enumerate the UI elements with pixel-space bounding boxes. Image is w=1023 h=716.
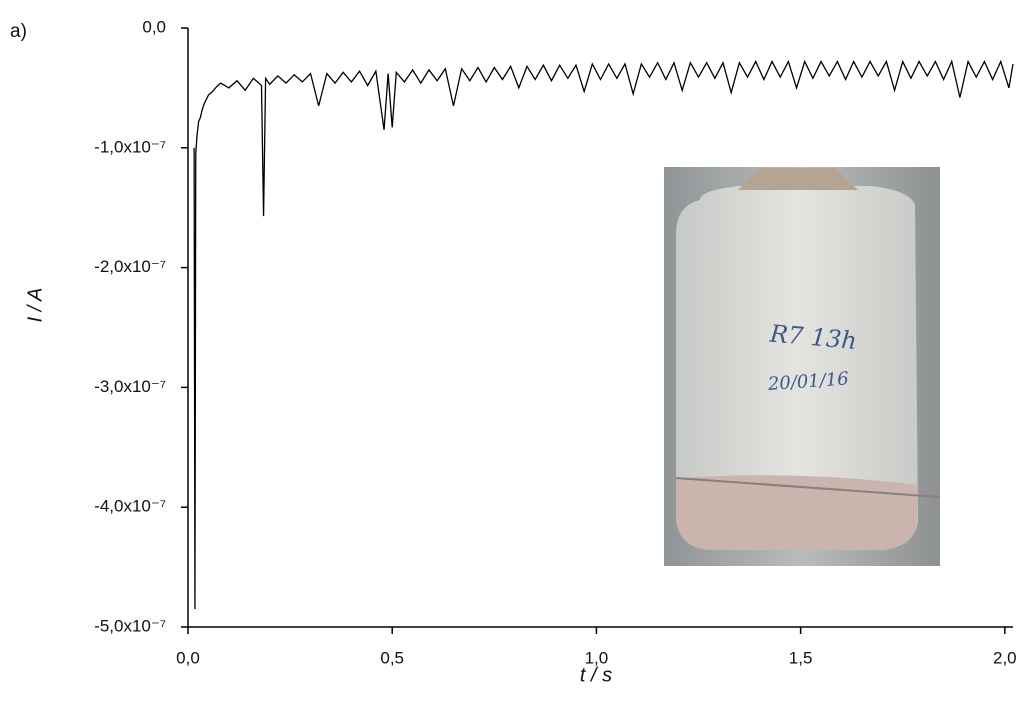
y-tick-label: 0,0: [142, 17, 166, 36]
x-tick-label: 2,0: [993, 648, 1017, 667]
y-tick-label: -3,0x10⁻⁷: [94, 377, 166, 396]
y-tick-label: -5,0x10⁻⁷: [94, 616, 166, 635]
inset-photo: R7 13h 20/01/16: [664, 167, 941, 566]
y-tick-label: -4,0x10⁻⁷: [94, 497, 166, 516]
x-tick-label: 0,0: [176, 648, 200, 667]
x-tick-label: 1,5: [789, 648, 813, 667]
x-tick-label: 0,5: [380, 648, 404, 667]
data-line: [193, 59, 1014, 610]
x-axis-label: t / s: [580, 664, 612, 686]
panel-label: a): [10, 21, 27, 42]
x-tick-label: 1,0: [585, 648, 609, 667]
y-tick-label: -2,0x10⁻⁷: [94, 257, 166, 276]
y-tick-label: -1,0x10⁻⁷: [94, 137, 166, 156]
y-axis-label: I / A: [24, 288, 46, 323]
